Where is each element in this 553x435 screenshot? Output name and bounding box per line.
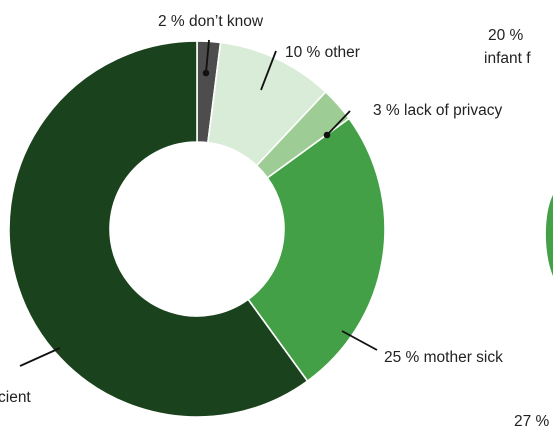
slice-label-privacy: 3 % lack of privacy	[373, 102, 502, 119]
second-chart-slice-edge	[545, 195, 553, 276]
slice-label-other: 10 % other	[285, 44, 360, 61]
leader-dot-dont-know	[202, 69, 210, 77]
leader-dont-know	[205, 39, 210, 74]
leader-privacy	[326, 110, 351, 136]
second-chart-fragment: 20 % infant f 27 %	[484, 27, 553, 430]
donut-slice-3	[247, 117, 386, 383]
second-chart-label-27: 27 %	[514, 413, 550, 430]
slice-label-cient: cient	[0, 389, 31, 406]
leader-lines	[19, 39, 378, 367]
leader-dots	[202, 69, 331, 139]
donut-slices	[8, 40, 386, 418]
leader-cient	[19, 347, 61, 367]
slice-label-dont-know: 2 % don’t know	[158, 13, 264, 30]
second-chart-label-infant: infant f	[484, 50, 531, 67]
slice-labels: 2 % don’t know 10 % other 3 % lack of pr…	[0, 13, 503, 406]
slice-label-mother-sick: 25 % mother sick	[384, 349, 503, 366]
second-chart-label-20: 20 %	[488, 27, 524, 44]
leader-dot-privacy	[323, 131, 331, 139]
leader-other	[260, 50, 277, 91]
donut-slice-4	[8, 40, 309, 418]
leader-mother-sick	[341, 330, 378, 351]
